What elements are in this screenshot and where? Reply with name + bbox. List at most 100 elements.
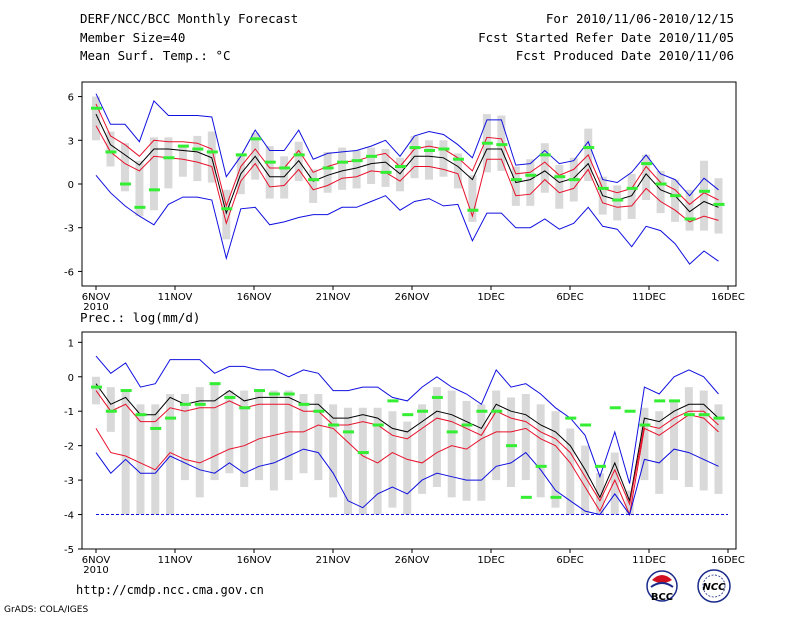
y-tick-label: 3 [68,136,74,147]
ensemble-box [358,407,367,515]
ensemble-box [164,137,173,189]
ensemble-box [323,151,332,193]
series-inner_lower [95,414,719,517]
ensemble-box [388,411,397,508]
median-marker [669,399,681,403]
median-marker [177,144,189,148]
median-marker [624,409,636,413]
median-marker [626,186,638,190]
median-marker [535,464,547,468]
ensemble-box [396,157,405,192]
median-marker [134,205,146,209]
variable-label: Mean Surf. Temp.: °C [80,48,231,63]
y-tick-label: -6 [64,267,74,278]
median-marker [594,464,606,468]
ensemble-box [684,387,693,487]
forecast-produced-date: Fcst Produced Date 2010/11/06 [515,48,734,63]
series-outer_lower [95,174,719,265]
ensemble-box [507,397,516,487]
ensemble-box [195,387,204,498]
y-tick-label: -2 [64,442,74,453]
ensemble-box [418,404,427,494]
ensemble-box [566,428,575,515]
series-outer_lower [95,448,719,516]
ensemble-box [280,156,289,199]
median-marker [308,178,320,182]
x-tick-label: 16NOV [237,555,272,566]
median-marker [254,389,266,393]
median-marker [91,385,102,389]
median-marker [105,150,117,154]
ensemble-box [367,147,376,184]
median-marker [221,207,233,211]
y-tick-label: -4 [64,511,74,522]
median-marker [655,182,667,186]
median-marker [357,451,369,455]
series-inner_upper [95,390,719,506]
median-marker [91,106,102,110]
x-tick-label: 16NOV [237,292,272,303]
grads-credit: GrADS: COLA/IGES [4,605,89,615]
median-marker [395,165,407,169]
median-marker [328,423,340,427]
ensemble-box [338,147,347,190]
ensemble-box [555,165,564,209]
ensemble-box [314,394,323,481]
ensemble-box [373,407,382,515]
ensemble-box [670,400,679,481]
series-mean [95,113,719,215]
ensemble-box [656,170,665,214]
median-marker [380,170,392,174]
ensemble-box [424,140,433,180]
x-tick-label: 6NOV [82,292,111,303]
x-tick-label: 11DEC [632,555,666,566]
median-marker [520,495,532,499]
ensemble-box [403,421,412,515]
median-marker [342,430,354,434]
footer-url: http://cmdp.ncc.cma.gov.cn [76,583,264,597]
ensemble-box [447,390,456,498]
series-inner_lower [95,125,719,226]
y-tick-label: -1 [64,407,74,418]
plot-frame [81,331,737,550]
x-tick-label: 1DEC [477,292,504,303]
ensemble-box [193,135,202,182]
x-tick-label: 6DEC [556,555,583,566]
ensemble-box [255,390,264,481]
median-marker [279,166,291,170]
ensemble-box [685,189,694,231]
ensemble-box [613,185,622,221]
median-marker [550,495,562,499]
ensemble-box [700,160,709,231]
median-marker [698,413,710,417]
median-marker [163,156,175,160]
median-marker [654,399,666,403]
series-outer_upper [95,93,719,197]
median-marker [264,160,276,164]
x-tick-label: 21NOV [316,292,351,303]
median-marker [452,157,464,161]
median-marker [179,402,191,406]
x-tick-label: 1DEC [477,555,504,566]
ensemble-box [521,394,530,481]
ensemble-box [136,404,145,515]
ensemble-box [180,394,189,481]
x-tick-label: 26NOV [395,555,430,566]
ensemble-box [468,175,477,222]
ensemble-box [92,376,100,405]
forecast-start-date: Fcst Started Refer Date 2010/11/05 [478,30,734,45]
y-tick-label: 0 [68,180,74,191]
median-marker [438,147,450,151]
ensemble-box [121,390,130,515]
median-marker [224,395,236,399]
median-marker [119,182,131,186]
x-tick-label: 6NOV [82,555,111,566]
median-marker [313,409,325,413]
median-marker [283,392,295,396]
x-tick-label: 26NOV [395,292,430,303]
median-marker [597,186,609,190]
ensemble-box [207,131,216,183]
median-marker [496,143,508,147]
median-marker [525,173,537,177]
median-marker [481,141,493,145]
